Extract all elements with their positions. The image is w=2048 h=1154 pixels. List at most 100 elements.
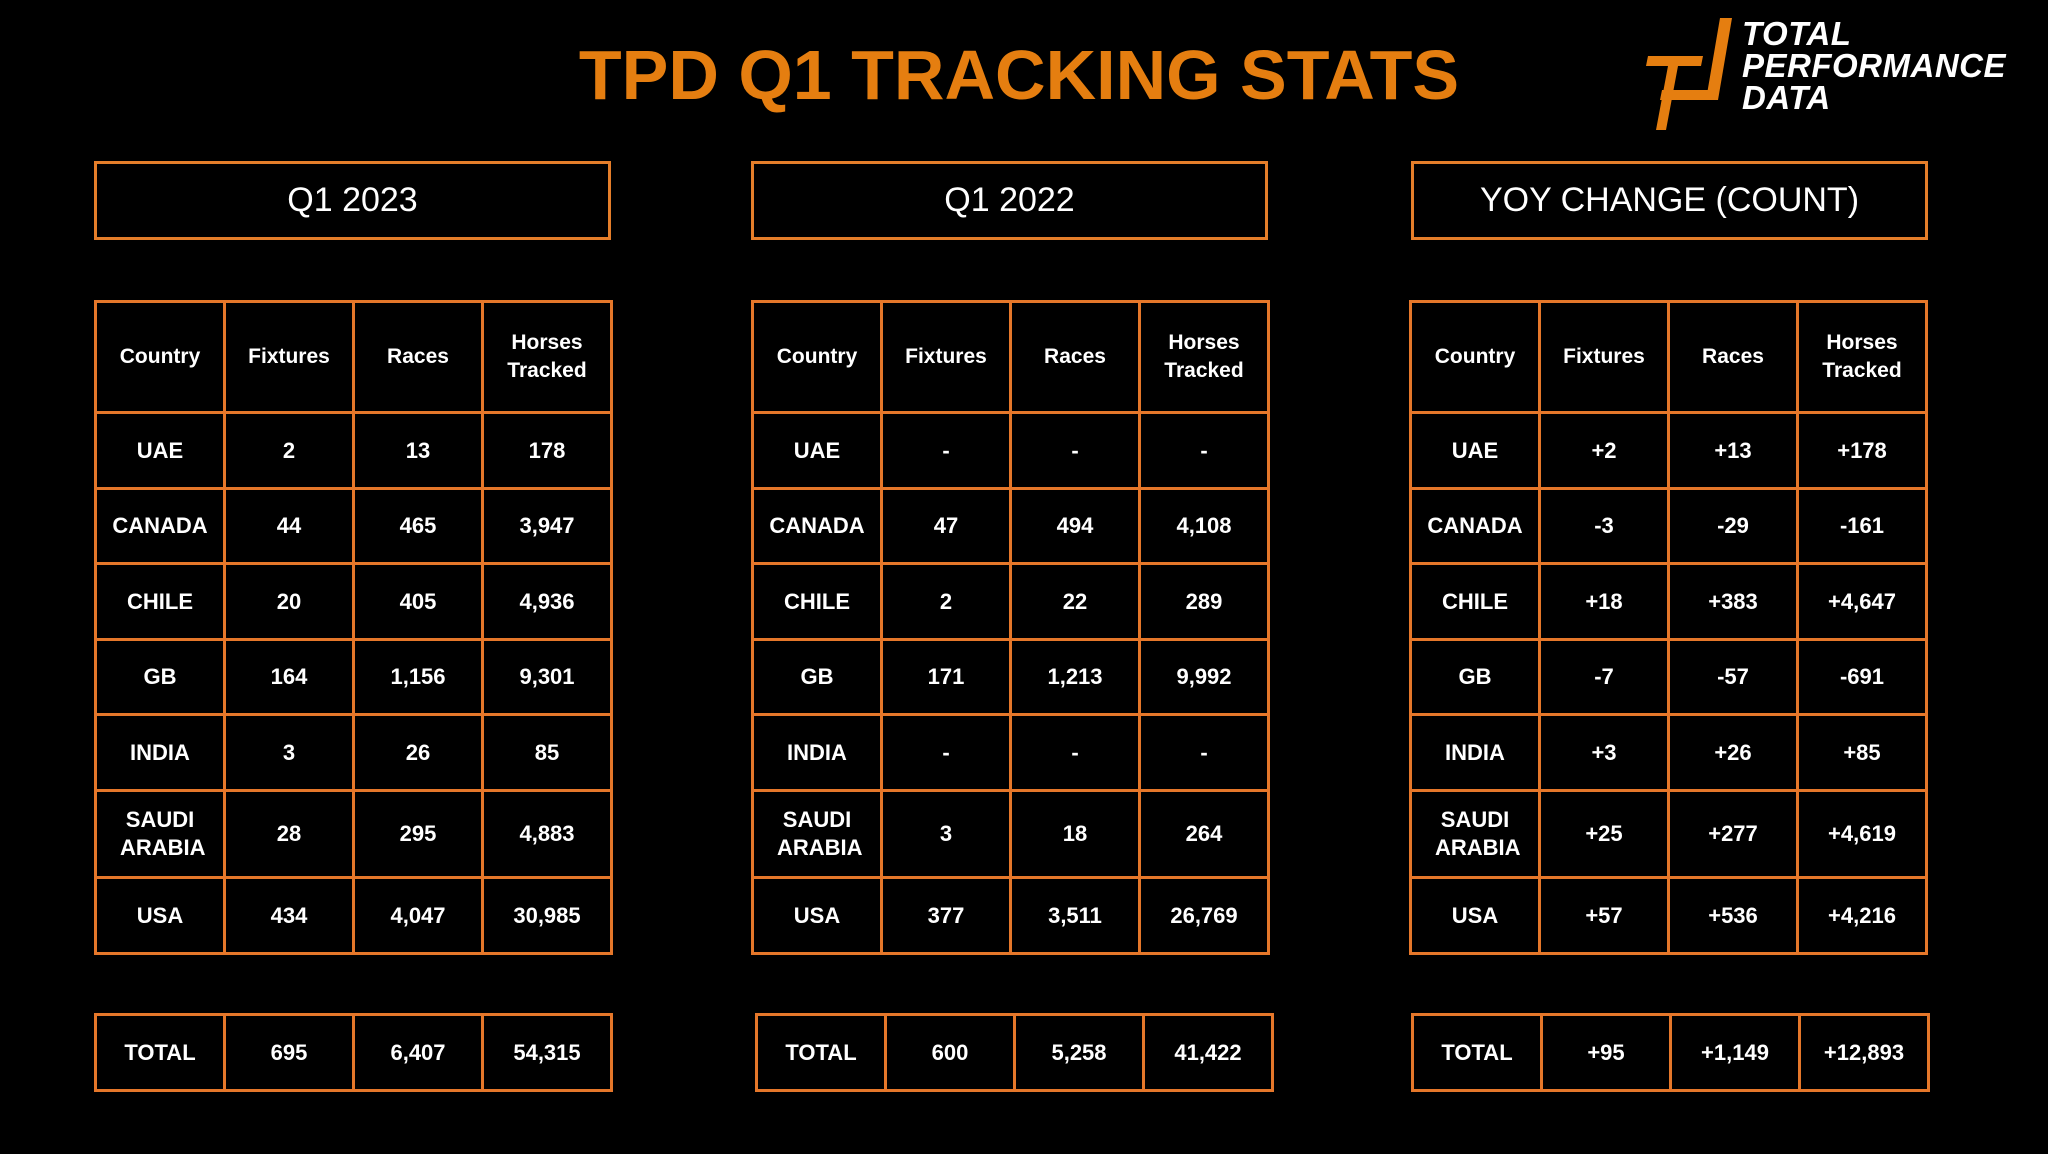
table-row: CANADA 44 465 3,947	[94, 487, 613, 565]
column-header: Fixtures	[880, 300, 1012, 414]
horses-cell: +4,619	[1796, 789, 1928, 879]
horses-cell: 85	[481, 713, 613, 792]
races-cell: 494	[1009, 487, 1141, 565]
races-cell: 3,511	[1009, 876, 1141, 955]
races-cell: 4,047	[352, 876, 484, 955]
fixtures-cell: 2	[223, 411, 355, 490]
races-cell: -	[1009, 713, 1141, 792]
table-row: SAUDI ARABIA 3 18 264	[751, 789, 1270, 879]
fixtures-cell: +18	[1538, 562, 1670, 641]
races-cell: +26	[1667, 713, 1799, 792]
horses-cell: 3,947	[481, 487, 613, 565]
fixtures-cell: 171	[880, 638, 1012, 716]
country-cell: SAUDI ARABIA	[751, 789, 883, 879]
table-row: SAUDI ARABIA +25 +277 +4,619	[1409, 789, 1928, 879]
column-header: Country	[1409, 300, 1541, 414]
total-label: TOTAL	[755, 1013, 887, 1092]
total-label: TOTAL	[94, 1013, 226, 1092]
table-row: GB -7 -57 -691	[1409, 638, 1928, 716]
stats-table-q1-2022: Country Fixtures Races Horses Tracked UA…	[751, 300, 1270, 955]
logo-wordmark: TOTAL PERFORMANCE DATA	[1742, 17, 2007, 114]
fixtures-cell: 28	[223, 789, 355, 879]
races-cell: 13	[352, 411, 484, 490]
table-header-row: Country Fixtures Races Horses Tracked	[94, 300, 613, 414]
table-row: GB 164 1,156 9,301	[94, 638, 613, 716]
horses-cell: -691	[1796, 638, 1928, 716]
fixtures-cell: 20	[223, 562, 355, 641]
country-cell: CANADA	[1409, 487, 1541, 565]
fixtures-cell: 2	[880, 562, 1012, 641]
table-row: INDIA 3 26 85	[94, 713, 613, 792]
country-cell: INDIA	[94, 713, 226, 792]
table-row: GB 171 1,213 9,992	[751, 638, 1270, 716]
fixtures-cell: -3	[1538, 487, 1670, 565]
column-header: Fixtures	[1538, 300, 1670, 414]
tpd-monogram-icon	[1646, 18, 1732, 130]
total-fixtures: 600	[884, 1013, 1016, 1092]
total-races: 6,407	[352, 1013, 484, 1092]
table-row: USA +57 +536 +4,216	[1409, 876, 1928, 955]
races-cell: 1,213	[1009, 638, 1141, 716]
races-cell: 26	[352, 713, 484, 792]
total-row: TOTAL 600 5,258 41,422	[755, 1013, 1274, 1092]
fixtures-cell: +3	[1538, 713, 1670, 792]
column-header: Country	[94, 300, 226, 414]
horses-cell: +85	[1796, 713, 1928, 792]
table-row: CANADA 47 494 4,108	[751, 487, 1270, 565]
horses-cell: 4,883	[481, 789, 613, 879]
table-row: CHILE +18 +383 +4,647	[1409, 562, 1928, 641]
country-cell: USA	[751, 876, 883, 955]
column-header: Races	[1009, 300, 1141, 414]
logo-line: PERFORMANCE	[1742, 47, 2007, 84]
races-cell: -57	[1667, 638, 1799, 716]
races-cell: +383	[1667, 562, 1799, 641]
total-fixtures: +95	[1540, 1013, 1672, 1092]
horses-cell: -161	[1796, 487, 1928, 565]
country-cell: UAE	[1409, 411, 1541, 490]
horses-cell: +178	[1796, 411, 1928, 490]
company-logo: TOTAL PERFORMANCE DATA	[1640, 17, 2040, 130]
horses-cell: -	[1138, 713, 1270, 792]
races-cell: +277	[1667, 789, 1799, 879]
races-cell: +13	[1667, 411, 1799, 490]
races-cell: 465	[352, 487, 484, 565]
column-header: Country	[751, 300, 883, 414]
country-cell: GB	[94, 638, 226, 716]
races-cell: 1,156	[352, 638, 484, 716]
column-header: Horses Tracked	[1796, 300, 1928, 414]
country-cell: CHILE	[1409, 562, 1541, 641]
table-row: UAE +2 +13 +178	[1409, 411, 1928, 490]
races-cell: -	[1009, 411, 1141, 490]
country-cell: INDIA	[1409, 713, 1541, 792]
races-cell: 22	[1009, 562, 1141, 641]
fixtures-cell: +57	[1538, 876, 1670, 955]
horses-cell: 30,985	[481, 876, 613, 955]
stats-table-q1-2023: Country Fixtures Races Horses Tracked UA…	[94, 300, 613, 955]
country-cell: USA	[94, 876, 226, 955]
fixtures-cell: -	[880, 713, 1012, 792]
country-cell: CANADA	[751, 487, 883, 565]
horses-cell: 9,301	[481, 638, 613, 716]
table-row: CHILE 20 405 4,936	[94, 562, 613, 641]
column-header: Horses Tracked	[481, 300, 613, 414]
column-header: Fixtures	[223, 300, 355, 414]
fixtures-cell: +2	[1538, 411, 1670, 490]
races-cell: 18	[1009, 789, 1141, 879]
total-horses: 41,422	[1142, 1013, 1274, 1092]
panel-heading-q1-2023: Q1 2023	[94, 161, 611, 240]
fixtures-cell: -7	[1538, 638, 1670, 716]
races-cell: +536	[1667, 876, 1799, 955]
total-horses: 54,315	[481, 1013, 613, 1092]
total-row: TOTAL 695 6,407 54,315	[94, 1013, 613, 1092]
country-cell: CANADA	[94, 487, 226, 565]
country-cell: CHILE	[751, 562, 883, 641]
table-row: UAE - - -	[751, 411, 1270, 490]
horses-cell: 178	[481, 411, 613, 490]
country-cell: INDIA	[751, 713, 883, 792]
fixtures-cell: 3	[880, 789, 1012, 879]
country-cell: SAUDI ARABIA	[94, 789, 226, 879]
totals-table-q1-2022: TOTAL 600 5,258 41,422	[755, 1013, 1274, 1092]
country-cell: CHILE	[94, 562, 226, 641]
column-header: Races	[352, 300, 484, 414]
horses-cell: 264	[1138, 789, 1270, 879]
